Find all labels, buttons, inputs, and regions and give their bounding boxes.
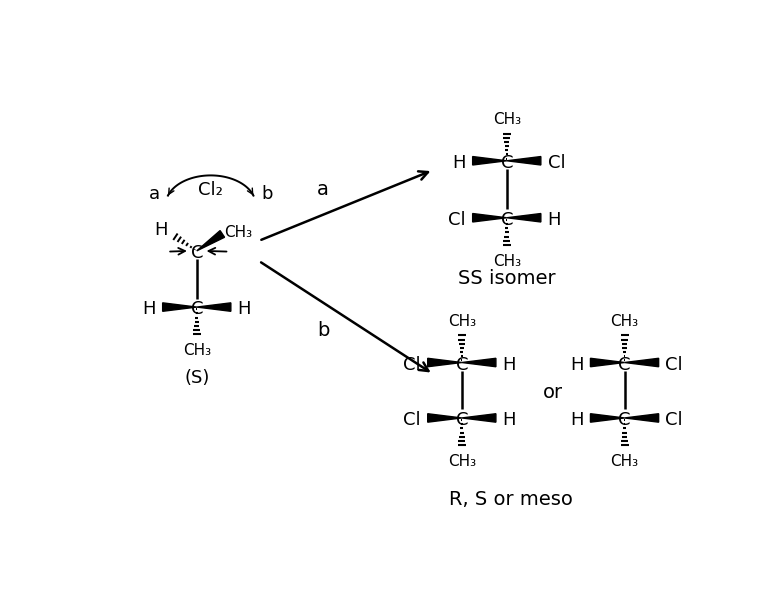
Text: C: C	[190, 244, 203, 262]
Text: H: H	[502, 411, 516, 429]
Text: CH₃: CH₃	[493, 254, 521, 269]
Text: H: H	[571, 356, 584, 373]
Text: R, S or meso: R, S or meso	[449, 490, 573, 509]
Text: C: C	[618, 411, 631, 429]
Polygon shape	[591, 413, 624, 422]
Text: b: b	[317, 320, 329, 340]
Text: C: C	[455, 356, 468, 373]
Text: Cl₂: Cl₂	[198, 181, 223, 198]
Text: H: H	[154, 221, 168, 239]
Text: a: a	[317, 180, 329, 198]
Text: or: or	[543, 383, 563, 402]
Polygon shape	[472, 157, 507, 165]
Text: CH₃: CH₃	[448, 454, 476, 469]
Polygon shape	[591, 358, 624, 367]
Text: H: H	[571, 411, 584, 429]
Text: SS isomer: SS isomer	[458, 269, 555, 288]
Text: CH₃: CH₃	[493, 112, 521, 127]
Text: b: b	[262, 185, 273, 203]
Polygon shape	[197, 230, 224, 251]
Polygon shape	[472, 214, 507, 222]
Text: Cl: Cl	[403, 356, 421, 373]
Polygon shape	[462, 413, 496, 422]
Polygon shape	[462, 358, 496, 367]
Text: Cl: Cl	[665, 411, 683, 429]
Text: H: H	[237, 300, 251, 318]
Text: CH₃: CH₃	[611, 314, 639, 329]
Text: Cl: Cl	[403, 411, 421, 429]
Polygon shape	[428, 413, 462, 422]
Text: C: C	[190, 300, 203, 318]
Text: H: H	[143, 300, 156, 318]
Text: C: C	[501, 211, 513, 229]
Polygon shape	[428, 358, 462, 367]
Text: H: H	[452, 154, 466, 172]
Text: H: H	[548, 211, 561, 229]
Text: Cl: Cl	[665, 356, 683, 373]
Text: C: C	[618, 356, 631, 373]
Polygon shape	[507, 214, 541, 222]
Polygon shape	[163, 303, 197, 312]
Text: C: C	[455, 411, 468, 429]
Text: Cl: Cl	[548, 154, 565, 172]
Polygon shape	[507, 157, 541, 165]
Text: Cl: Cl	[449, 211, 466, 229]
Text: CH₃: CH₃	[224, 225, 253, 240]
Polygon shape	[624, 358, 659, 367]
Text: (S): (S)	[184, 369, 210, 388]
Text: CH₃: CH₃	[183, 343, 210, 359]
Text: CH₃: CH₃	[448, 314, 476, 329]
Text: C: C	[501, 154, 513, 172]
Text: H: H	[502, 356, 516, 373]
Text: a: a	[148, 185, 160, 203]
Polygon shape	[624, 413, 659, 422]
Text: CH₃: CH₃	[611, 454, 639, 469]
Polygon shape	[197, 303, 231, 312]
